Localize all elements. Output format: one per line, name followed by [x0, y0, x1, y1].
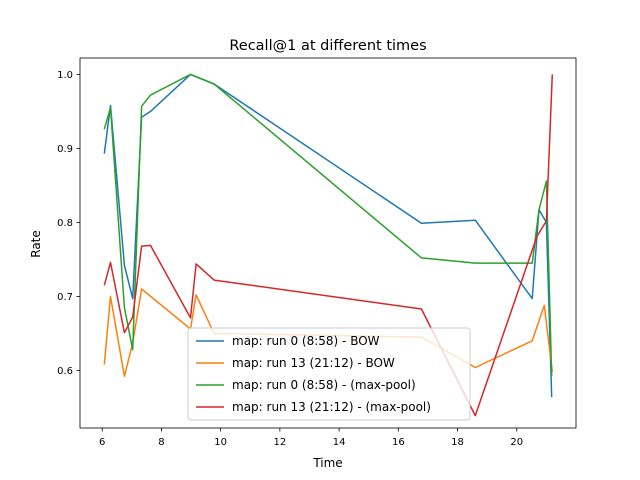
legend-label-3: map: run 0 (8:58) - (max-pool)	[232, 378, 416, 392]
x-tick-label: 18	[451, 437, 464, 448]
x-tick-label: 6	[99, 437, 105, 448]
chart-title: Recall@1 at different times	[229, 38, 426, 54]
x-tick-label: 8	[158, 437, 164, 448]
y-tick-label: 0.9	[57, 144, 73, 155]
series-line-3	[103, 73, 553, 377]
x-tick-label: 20	[510, 437, 523, 448]
legend: map: run 0 (8:58) - BOW map: run 13 (21:1…	[187, 327, 471, 421]
x-axis-label: Time	[312, 456, 342, 470]
x-tick-label: 14	[333, 437, 346, 448]
plot-area	[103, 73, 554, 417]
legend-label-4: map: run 13 (21:12) - (max-pool)	[232, 400, 431, 414]
legend-label-1: map: run 0 (8:58) - BOW	[232, 334, 380, 348]
y-tick-label: 1.0	[57, 70, 73, 81]
y-tick-label: 0.7	[57, 292, 73, 303]
series-line-2	[103, 288, 554, 378]
legend-box	[187, 327, 471, 421]
y-tick-label: 0.8	[57, 218, 73, 229]
axes: 6 8 10 12 14 16 18 20 0.6 0.7 0.8 0.9 1.0	[57, 57, 577, 448]
series-line-4	[103, 74, 554, 417]
y-tick-label: 0.6	[57, 366, 73, 377]
y-axis-label: Rate	[29, 230, 43, 258]
x-tick-label: 16	[392, 437, 405, 448]
plot-frame	[79, 57, 577, 429]
x-tick-label: 12	[274, 437, 287, 448]
legend-label-2: map: run 13 (21:12) - BOW	[232, 356, 395, 370]
x-tick-label: 10	[214, 437, 227, 448]
